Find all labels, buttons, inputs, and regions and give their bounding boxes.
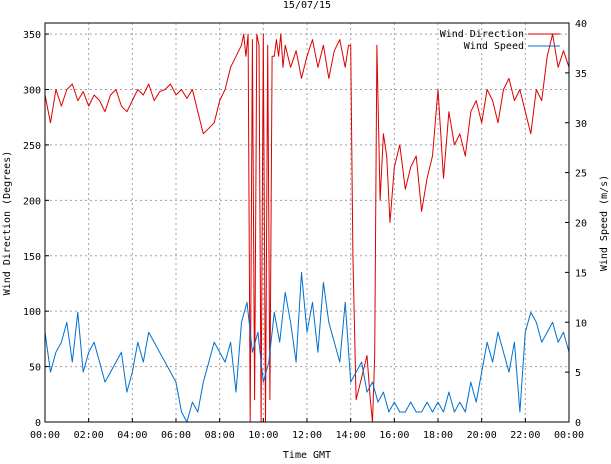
grid-lines xyxy=(45,23,569,422)
y-axis-left-label: Wind Direction (Degrees) xyxy=(2,151,13,296)
series-layer xyxy=(44,33,570,423)
legend: Wind Direction Wind Speed xyxy=(440,29,560,52)
y-left-tick-label: 250 xyxy=(23,141,41,152)
x-axis-label: Time GMT xyxy=(283,450,331,459)
y-axis-right-label: Wind Speed (m/s) xyxy=(599,175,610,271)
y-left-tick-label: 100 xyxy=(23,307,41,318)
series-line-wind-direction xyxy=(44,33,570,423)
series-line-wind-speed xyxy=(44,271,570,423)
legend-label-wind-direction: Wind Direction xyxy=(440,29,524,40)
x-tick-label: 00:00 xyxy=(30,430,60,441)
y-left-tick-label: 200 xyxy=(23,196,41,207)
y-right-tick-label: 5 xyxy=(575,368,581,379)
y-right-tick-label: 25 xyxy=(575,169,587,180)
x-tick-label: 10:00 xyxy=(248,430,278,441)
y-right-tick-label: 20 xyxy=(575,219,587,230)
x-tick-label: 04:00 xyxy=(117,430,147,441)
y-right-tick-label: 15 xyxy=(575,268,587,279)
x-tick-label: 20:00 xyxy=(467,430,497,441)
y-right-tick-label: 0 xyxy=(575,418,581,429)
y-right-tick-label: 35 xyxy=(575,69,587,80)
tick-layer: 00:00 02:00 04:00 06:00 08:00 10:00 12:00 14:00… xyxy=(23,19,587,441)
y-right-tick-label: 40 xyxy=(575,19,587,30)
x-tick-label: 00:00 xyxy=(554,430,584,441)
x-tick-label: 14:00 xyxy=(336,430,366,441)
y-left-tick-label: 50 xyxy=(29,363,41,374)
y-right-tick-label: 30 xyxy=(575,119,587,130)
x-tick-label: 08:00 xyxy=(205,430,235,441)
y-left-tick-label: 150 xyxy=(23,252,41,263)
legend-label-wind-speed: Wind Speed xyxy=(464,41,524,52)
x-tick-label: 16:00 xyxy=(379,430,409,441)
x-tick-label: 02:00 xyxy=(74,430,104,441)
y-right-tick-label: 10 xyxy=(575,318,587,329)
x-tick-label: 12:00 xyxy=(292,430,322,441)
x-tick-label: 06:00 xyxy=(161,430,191,441)
y-left-tick-label: 300 xyxy=(23,86,41,97)
y-left-tick-label: 350 xyxy=(23,30,41,41)
x-tick-label: 18:00 xyxy=(423,430,453,441)
chart-title: 15/07/15 xyxy=(283,0,331,11)
x-tick-label: 22:00 xyxy=(510,430,540,441)
y-left-tick-label: 0 xyxy=(35,418,41,429)
plot-frame xyxy=(44,22,570,423)
